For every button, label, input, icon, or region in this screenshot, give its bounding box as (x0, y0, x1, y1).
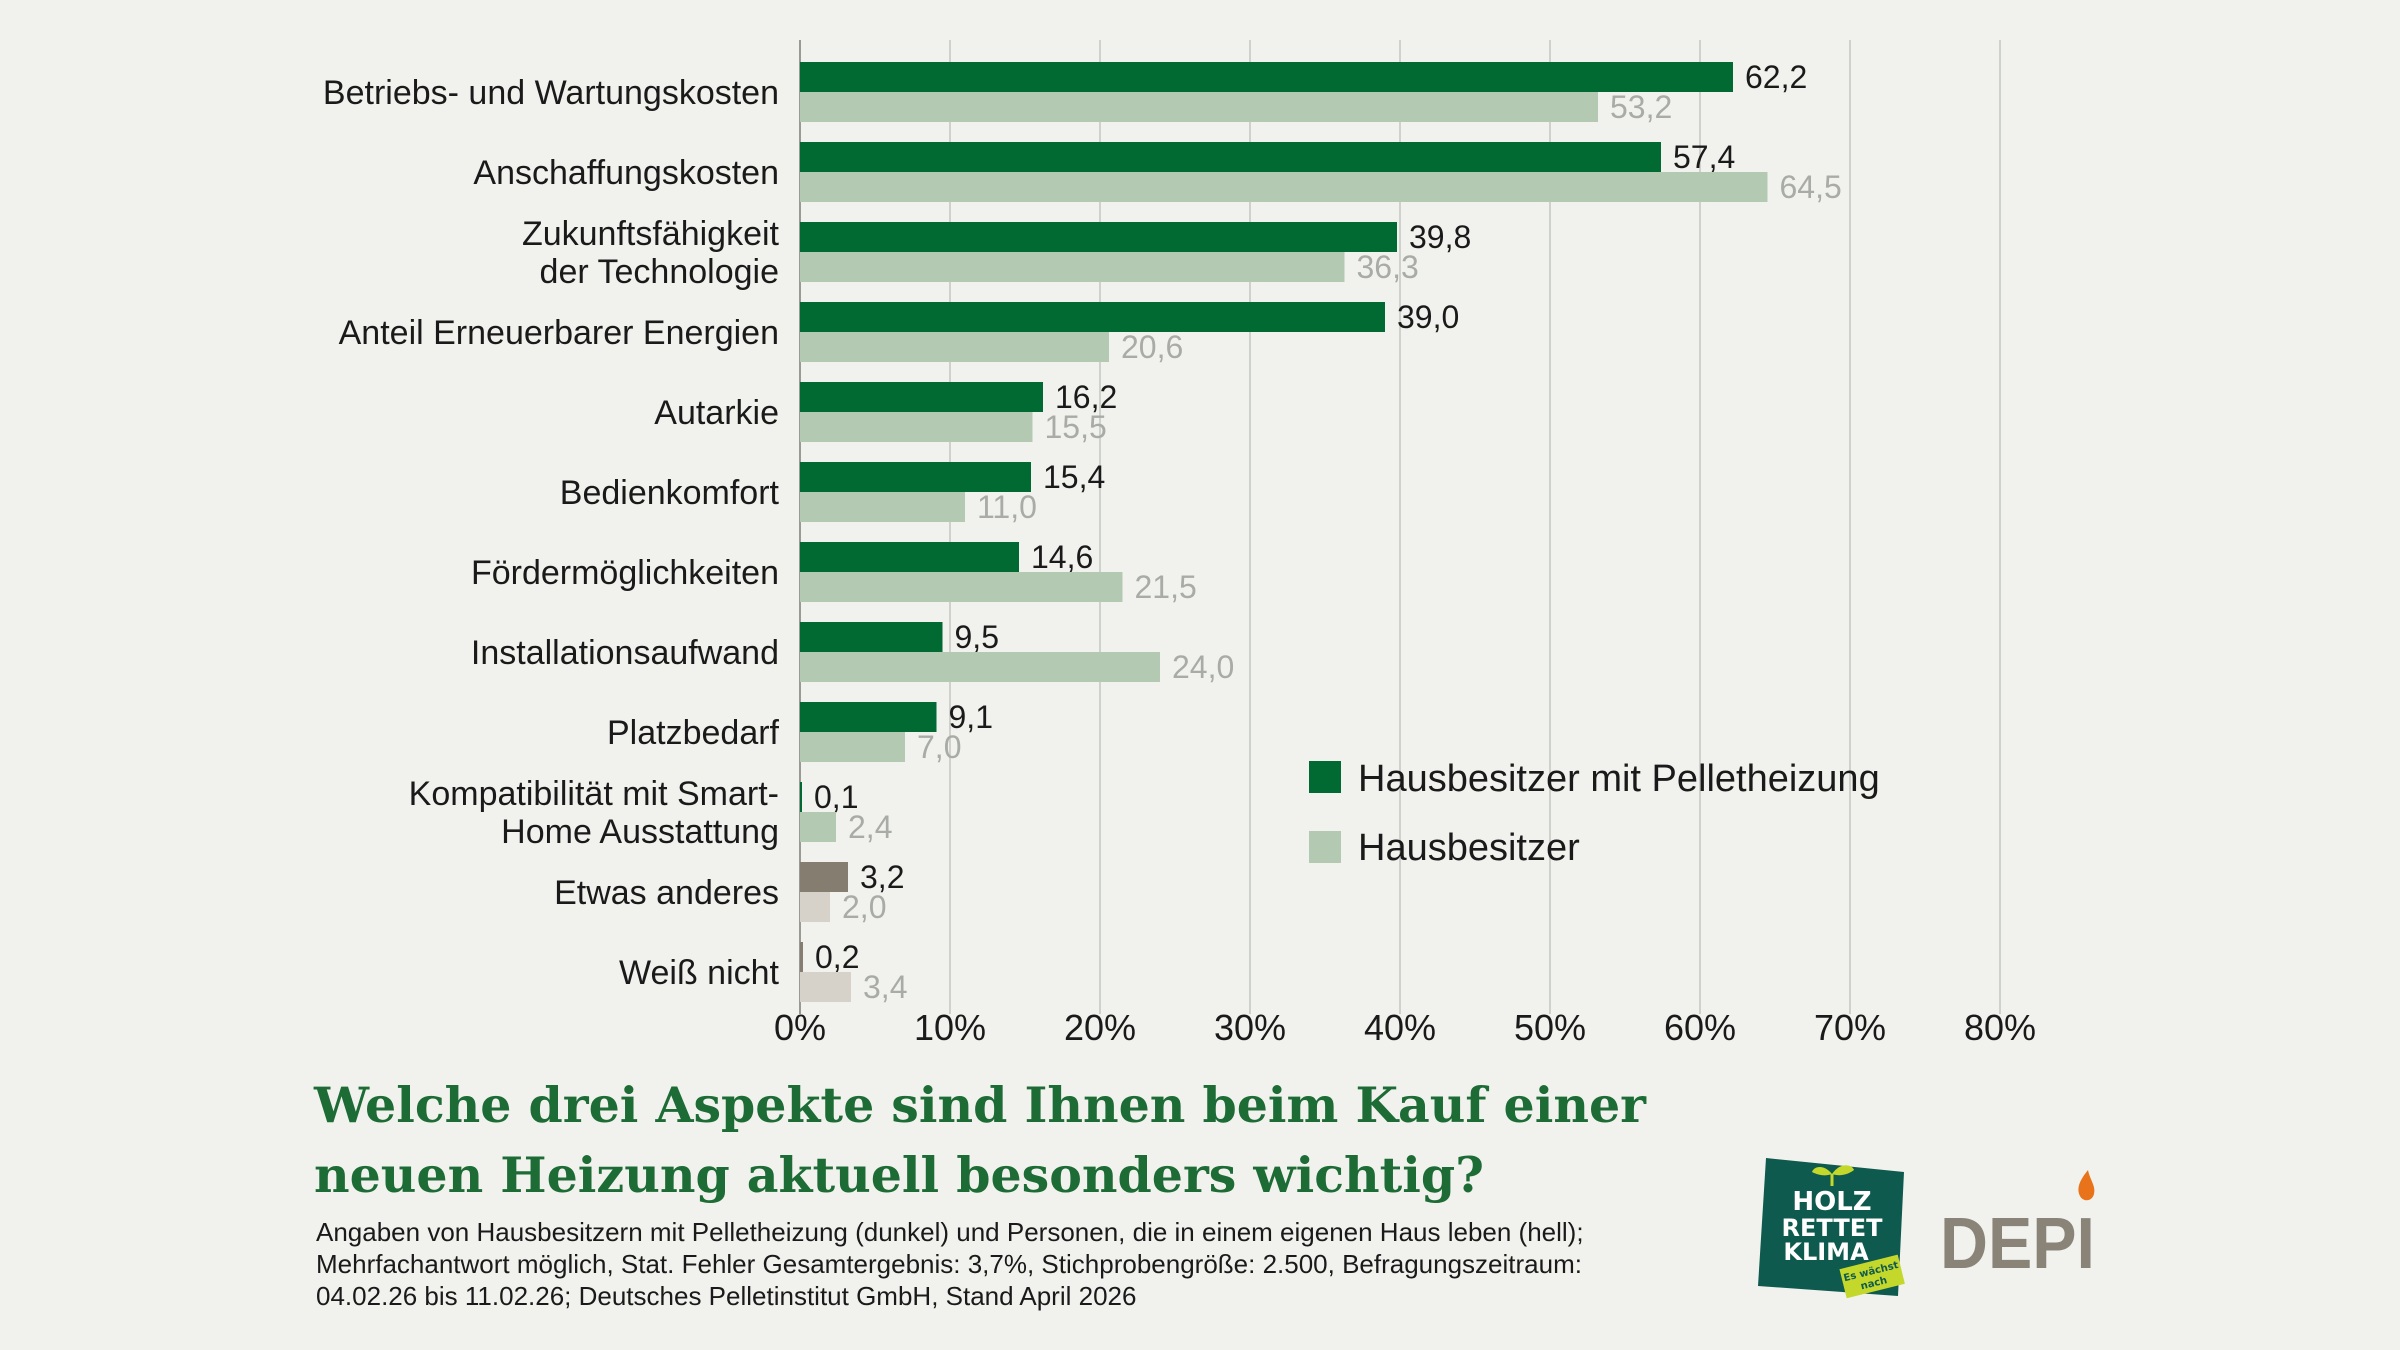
x-tick-label: 10% (914, 1007, 986, 1048)
legend-label-dark: Hausbesitzer mit Pelletheizung (1358, 758, 1880, 800)
value-label-light-7: 24,0 (1172, 649, 1234, 685)
value-label-light-8: 7,0 (917, 729, 961, 765)
value-label-dark-4: 16,2 (1055, 379, 1117, 415)
bar-dark-9 (800, 782, 802, 812)
logo-tag: Es wächst nach (1839, 1254, 1905, 1299)
gridlines (949, 40, 2001, 1014)
value-label-light-1: 64,5 (1780, 169, 1842, 205)
bar-light-2 (800, 252, 1345, 282)
bar-dark-4 (800, 382, 1043, 412)
depi-wordmark: DEPI (1940, 1204, 2095, 1273)
bar-dark-1 (800, 142, 1661, 172)
category-label-7: Installationsaufwand (471, 634, 779, 672)
x-tick-label: 50% (1514, 1007, 1586, 1048)
value-label-dark-1: 57,4 (1673, 139, 1735, 175)
value-label-dark-3: 39,0 (1397, 299, 1459, 335)
value-label-dark-0: 62,2 (1745, 59, 1807, 95)
depi-logo: DEPI (1940, 1170, 2095, 1273)
x-tick-label: 70% (1814, 1007, 1886, 1048)
value-label-dark-10: 3,2 (860, 859, 904, 895)
x-tick-labels: 0% 10% 20% 30% 40% 50% 60% 70% 80% (774, 1007, 2036, 1048)
bar-dark-6 (800, 542, 1019, 572)
value-label-dark-2: 39,8 (1409, 219, 1471, 255)
sprout-icon (1812, 1165, 1854, 1186)
category-label-9: Kompatibilität mit Smart- (409, 775, 779, 813)
category-label-3: Anteil Erneuerbarer Energien (339, 314, 779, 352)
holz-rettet-klima-logo: HOLZ RETTET KLIMA Es wächst nach (1758, 1158, 1905, 1299)
value-label-light-9: 2,4 (848, 809, 892, 845)
bar-chart: 62,2 57,4 39,8 39,0 16,2 15,4 14,6 9,5 9,1 0,1 3,2… (323, 40, 2036, 1048)
value-label-light-2: 36,3 (1357, 249, 1419, 285)
value-label-light-11: 3,4 (863, 969, 907, 1005)
x-tick-label: 30% (1214, 1007, 1286, 1048)
bar-dark-10 (800, 862, 848, 892)
bar-light-0 (800, 92, 1598, 122)
note-line-2: Mehrfachantwort möglich, Stat. Fehler Ge… (316, 1249, 1582, 1279)
bar-light-7 (800, 652, 1160, 682)
value-label-dark-8: 9,1 (949, 699, 993, 735)
bars: 62,2 57,4 39,8 39,0 16,2 15,4 14,6 9,5 9,1 0,1 3,2… (800, 59, 1842, 1005)
category-label-10: Etwas anderes (554, 874, 779, 912)
value-label-dark-9: 0,1 (814, 779, 858, 815)
flame-icon (2078, 1170, 2095, 1201)
logo-word-rettet: RETTET (1782, 1214, 1884, 1242)
category-label-11: Weiß nicht (619, 954, 780, 992)
value-label-light-3: 20,6 (1121, 329, 1183, 365)
legend-label-light: Hausbesitzer (1358, 827, 1580, 869)
value-label-dark-7: 9,5 (955, 619, 999, 655)
category-label-9: Home Ausstattung (501, 813, 779, 851)
legend-swatch-dark (1309, 761, 1341, 793)
x-tick-label: 40% (1364, 1007, 1436, 1048)
category-labels: Betriebs- und Wartungskosten Anschaffungs… (323, 74, 780, 992)
legend: Hausbesitzer mit Pelletheizung Hausbesit… (1309, 758, 1880, 869)
question-line-2: neuen Heizung aktuell besonders wichtig? (314, 1146, 1484, 1204)
logo-word-klima: KLIMA (1783, 1238, 1869, 1266)
value-label-light-10: 2,0 (842, 889, 886, 925)
category-label-8: Platzbedarf (607, 714, 780, 752)
value-label-dark-6: 14,6 (1031, 539, 1093, 575)
bar-light-1 (800, 172, 1768, 202)
bar-dark-3 (800, 302, 1385, 332)
value-label-dark-11: 0,2 (815, 939, 859, 975)
note-line-1: Angaben von Hausbesitzern mit Pelletheiz… (316, 1217, 1584, 1247)
bar-light-4 (800, 412, 1033, 442)
source-note: Angaben von Hausbesitzern mit Pelletheiz… (316, 1216, 1696, 1312)
logo-word-holz: HOLZ (1792, 1187, 1871, 1217)
value-label-light-5: 11,0 (977, 489, 1037, 525)
bar-dark-11 (800, 942, 803, 972)
bar-dark-0 (800, 62, 1733, 92)
category-label-2: der Technologie (540, 253, 779, 291)
value-label-light-4: 15,5 (1045, 409, 1107, 445)
chart-question-title: Welche drei Aspekte sind Ihnen beim Kauf… (314, 1070, 1764, 1210)
value-label-dark-5: 15,4 (1043, 459, 1105, 495)
bar-dark-2 (800, 222, 1397, 252)
category-label-5: Bedienkomfort (560, 474, 780, 512)
category-label-4: Autarkie (654, 394, 779, 432)
bar-light-9 (800, 812, 836, 842)
bar-light-8 (800, 732, 905, 762)
bar-dark-5 (800, 462, 1031, 492)
x-tick-label: 0% (774, 1007, 826, 1048)
bar-light-10 (800, 892, 830, 922)
legend-swatch-light (1309, 831, 1341, 863)
category-label-0: Betriebs- und Wartungskosten (323, 74, 779, 112)
value-label-light-0: 53,2 (1610, 89, 1672, 125)
category-label-2: Zukunftsfähigkeit (522, 215, 780, 253)
x-tick-label: 20% (1064, 1007, 1136, 1048)
category-label-6: Fördermöglichkeiten (471, 554, 779, 592)
category-label-1: Anschaffungskosten (473, 154, 779, 192)
bar-dark-7 (800, 622, 943, 652)
bar-light-3 (800, 332, 1109, 362)
x-tick-label: 80% (1964, 1007, 2036, 1048)
note-line-3: 04.02.26 bis 11.02.26; Deutsches Pelleti… (316, 1281, 1137, 1311)
bar-light-6 (800, 572, 1123, 602)
question-line-1: Welche drei Aspekte sind Ihnen beim Kauf… (314, 1076, 1646, 1134)
bar-light-5 (800, 492, 965, 522)
bar-light-11 (800, 972, 851, 1002)
bar-dark-8 (800, 702, 937, 732)
value-label-light-6: 21,5 (1135, 569, 1197, 605)
x-tick-label: 60% (1664, 1007, 1736, 1048)
